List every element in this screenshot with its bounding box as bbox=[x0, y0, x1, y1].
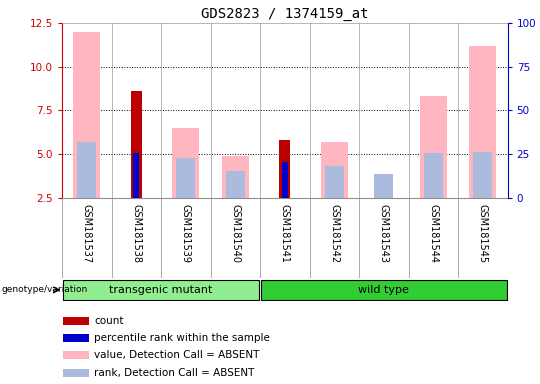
Text: wild type: wild type bbox=[359, 285, 409, 295]
Bar bbox=[325, 166, 344, 198]
Bar bbox=[131, 91, 142, 198]
Text: GSM181545: GSM181545 bbox=[478, 204, 488, 263]
Bar bbox=[282, 162, 288, 198]
Text: genotype/variation: genotype/variation bbox=[1, 285, 87, 294]
Bar bbox=[73, 32, 100, 198]
Text: GSM181543: GSM181543 bbox=[379, 204, 389, 263]
Bar bbox=[474, 152, 492, 198]
Text: GSM181544: GSM181544 bbox=[428, 204, 438, 263]
Bar bbox=[424, 153, 443, 198]
Bar bbox=[469, 46, 496, 198]
Bar bbox=[63, 351, 90, 359]
Bar bbox=[420, 96, 447, 198]
Text: GSM181537: GSM181537 bbox=[82, 204, 92, 263]
Bar bbox=[226, 170, 245, 198]
Text: GSM181540: GSM181540 bbox=[231, 204, 240, 263]
Bar bbox=[172, 128, 199, 198]
Bar bbox=[63, 280, 259, 300]
Text: count: count bbox=[94, 316, 124, 326]
Text: value, Detection Call = ABSENT: value, Detection Call = ABSENT bbox=[94, 350, 260, 360]
Bar bbox=[77, 142, 96, 198]
Text: GSM181538: GSM181538 bbox=[131, 204, 141, 263]
Text: rank, Detection Call = ABSENT: rank, Detection Call = ABSENT bbox=[94, 368, 254, 378]
Bar bbox=[374, 174, 393, 198]
Bar bbox=[222, 156, 249, 198]
Text: percentile rank within the sample: percentile rank within the sample bbox=[94, 333, 270, 343]
Text: transgenic mutant: transgenic mutant bbox=[110, 285, 213, 295]
Bar bbox=[261, 280, 507, 300]
Text: GSM181539: GSM181539 bbox=[181, 204, 191, 263]
Bar bbox=[133, 153, 139, 198]
Bar bbox=[63, 317, 90, 325]
Text: GSM181541: GSM181541 bbox=[280, 204, 290, 263]
Title: GDS2823 / 1374159_at: GDS2823 / 1374159_at bbox=[201, 7, 369, 21]
Text: GSM181542: GSM181542 bbox=[329, 204, 339, 263]
Bar bbox=[279, 140, 291, 198]
Bar bbox=[63, 369, 90, 377]
Bar bbox=[321, 142, 348, 198]
Bar bbox=[63, 334, 90, 342]
Bar bbox=[177, 159, 195, 198]
